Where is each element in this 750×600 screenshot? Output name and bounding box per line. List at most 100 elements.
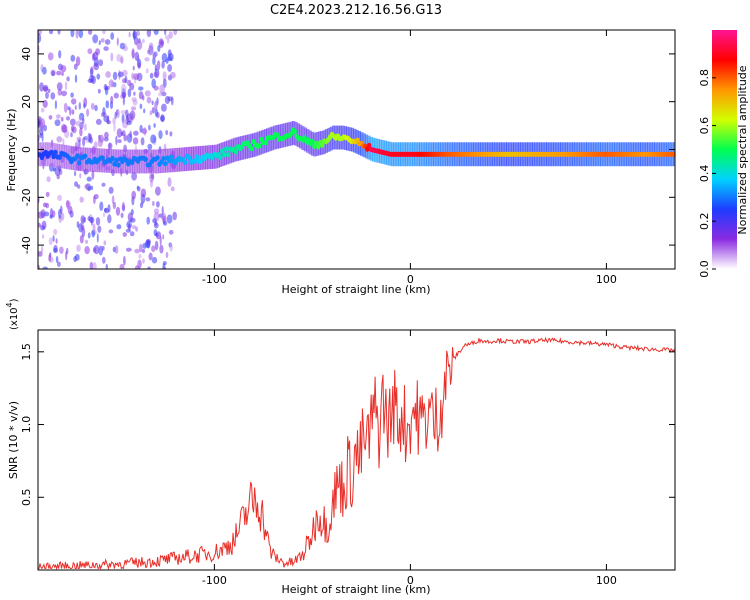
noise-cell: [78, 138, 81, 149]
noise-cell: [166, 214, 173, 224]
noise-cell: [63, 102, 68, 113]
noise-cell: [111, 80, 114, 88]
noise-cell: [41, 220, 47, 230]
noise-cell: [168, 229, 174, 235]
noise-cell: [102, 256, 106, 264]
noise-cell: [167, 64, 173, 72]
noise-cell: [94, 104, 98, 112]
noise-cell: [130, 217, 136, 223]
colorbar-tick-label: 0.4: [698, 165, 711, 183]
noise-cell: [154, 108, 158, 118]
noise-cell: [48, 115, 53, 120]
noise-cell: [153, 208, 160, 214]
noise-cell: [40, 107, 45, 113]
noise-cell: [153, 30, 159, 35]
noise-cell: [102, 212, 106, 218]
noise-cell: [93, 62, 100, 71]
noise-cell: [99, 201, 104, 211]
colorbar-tick-label: 0.8: [698, 69, 711, 87]
ridge-cell: [163, 161, 168, 167]
noise-cell: [105, 71, 111, 78]
noise-cell: [97, 137, 103, 148]
noise-cell: [116, 128, 123, 138]
snr-xlabel: Height of straight line (km): [281, 583, 430, 596]
noise-cell: [101, 182, 106, 187]
noise-cell: [140, 137, 145, 146]
noise-cell: [151, 78, 156, 89]
noise-cell: [139, 243, 143, 253]
noise-cell: [96, 233, 99, 243]
noise-cell: [70, 30, 75, 38]
noise-cell: [150, 134, 157, 144]
noise-cell: [103, 83, 108, 91]
noise-cell: [74, 253, 80, 261]
ridge-cell: [288, 131, 293, 137]
noise-cell: [136, 40, 143, 50]
noise-cell: [159, 244, 164, 254]
noise-cell: [164, 95, 170, 105]
noise-cell: [162, 71, 167, 81]
noise-cell: [98, 59, 104, 67]
colorbar-tick-label: 0.2: [698, 212, 711, 230]
ridge-cell: [57, 154, 62, 160]
noise-cell: [152, 218, 157, 224]
noise-cell: [92, 51, 99, 60]
noise-cell: [125, 247, 132, 252]
noise-cell: [89, 67, 94, 78]
noise-cell: [55, 256, 59, 263]
noise-cell: [54, 119, 61, 127]
noise-cell: [107, 214, 112, 224]
noise-cell: [112, 71, 118, 81]
noise-cell: [127, 113, 134, 124]
noise-cell: [40, 118, 46, 128]
noise-cell: [105, 100, 110, 109]
noise-cell: [162, 215, 167, 223]
noise-cell: [42, 99, 48, 108]
ridge-cell: [169, 154, 174, 160]
noise-cell: [144, 90, 151, 97]
ridge-cell: [249, 146, 254, 152]
noise-cell: [152, 200, 155, 207]
noise-cell: [104, 39, 111, 45]
noise-cell: [78, 102, 82, 110]
noise-cell: [103, 137, 109, 142]
x-tick-label: -100: [202, 574, 227, 587]
noise-cell: [97, 88, 101, 94]
noise-cell: [39, 132, 43, 139]
noise-cell: [90, 102, 95, 110]
noise-cell: [87, 48, 93, 55]
noise-cell: [123, 255, 126, 266]
noise-cell: [102, 107, 106, 117]
noise-cell: [106, 114, 110, 124]
noise-cell: [50, 92, 56, 100]
noise-cell: [130, 106, 137, 111]
noise-cell: [115, 135, 118, 146]
noise-cell: [145, 238, 151, 245]
noise-cell: [78, 30, 84, 39]
noise-cell: [102, 30, 106, 35]
noise-cell: [110, 32, 115, 40]
noise-cell: [38, 251, 43, 257]
noise-cell: [170, 71, 176, 79]
noise-cell: [131, 96, 137, 103]
ridge-halo-cell: [146, 149, 150, 174]
ridge-cell: [233, 149, 239, 155]
noise-cell: [140, 193, 143, 198]
noise-cell: [107, 204, 111, 213]
noise-cell: [151, 100, 154, 106]
noise-cell: [133, 91, 136, 96]
noise-cell: [165, 251, 169, 258]
spectrogram-ylabel: Frequency (Hz): [5, 109, 18, 192]
noise-cell: [139, 103, 143, 110]
noise-cell: [161, 60, 165, 69]
noise-cell: [151, 256, 158, 264]
snr-ylabel: SNR (10 * v/v): [7, 401, 20, 479]
y-tick-label: 1.0: [20, 416, 33, 434]
noise-cell: [117, 139, 122, 144]
ridge-halo-cell: [277, 124, 282, 149]
noise-cell: [61, 71, 64, 76]
noise-cell: [131, 48, 135, 58]
noise-cell: [58, 50, 62, 59]
noise-cell: [92, 262, 97, 269]
noise-cell: [92, 223, 96, 232]
